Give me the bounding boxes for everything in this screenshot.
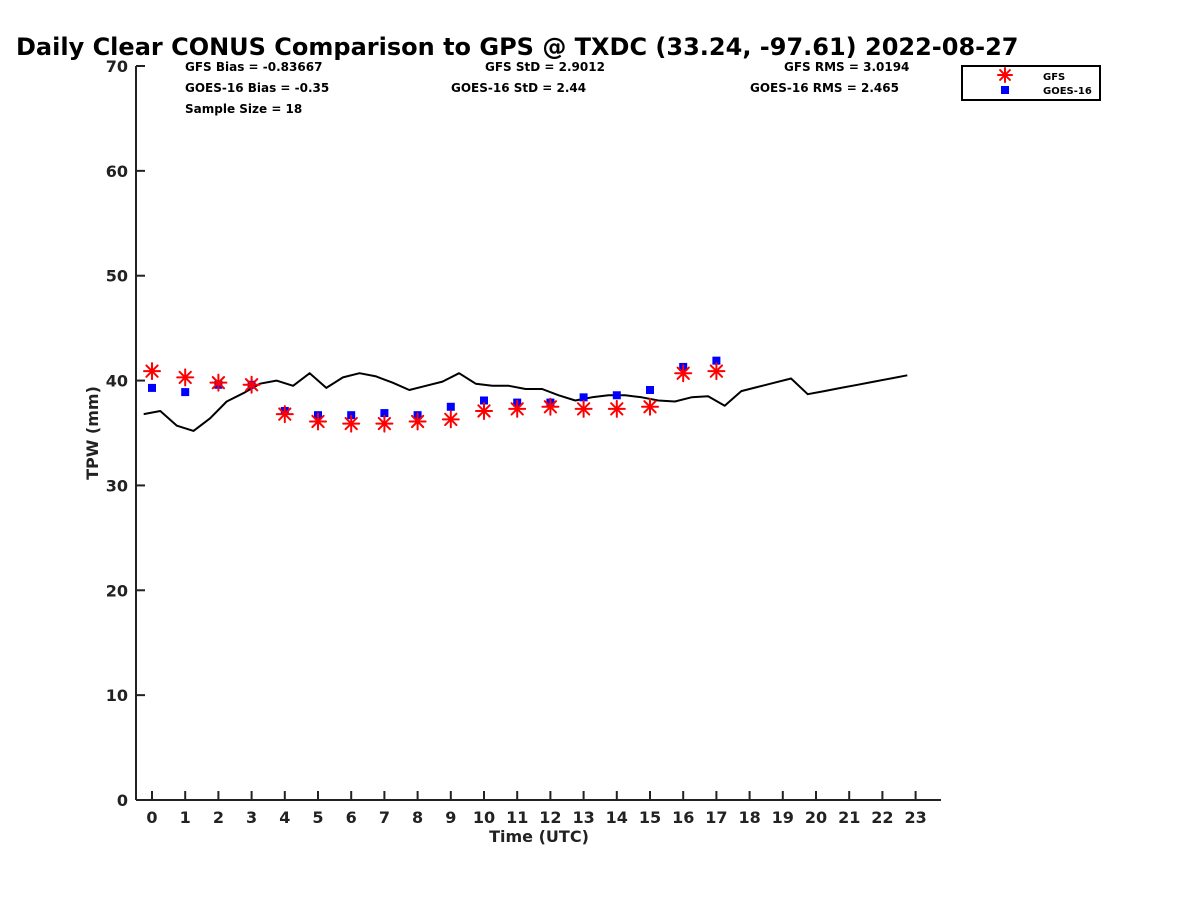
y-axis-label: TPW (mm): [83, 386, 102, 480]
gfs-point: [475, 401, 493, 420]
x-tick-label: 21: [838, 808, 860, 827]
gfs-point: [176, 368, 195, 387]
x-axis-label: Time (UTC): [489, 827, 589, 846]
x-tick-label: 1: [180, 808, 191, 827]
x-tick-label: 7: [379, 808, 390, 827]
gfs-point: [242, 375, 261, 394]
gfs-point: [342, 414, 361, 433]
x-tick-label: 0: [146, 808, 157, 827]
x-tick-label: 13: [572, 808, 594, 827]
gfs-point: [375, 414, 394, 433]
goes-bias-text: GOES-16 Bias = -0.35: [185, 81, 329, 95]
gfs-point: [508, 399, 527, 418]
x-tick-label: 5: [312, 808, 323, 827]
x-tick-label: 9: [445, 808, 456, 827]
y-tick-label: 40: [106, 372, 128, 391]
goes-point: [480, 396, 488, 405]
x-tick-label: 23: [904, 808, 926, 827]
gfs-point: [707, 362, 726, 381]
gfs-point: [607, 399, 626, 418]
x-tick-label: 11: [506, 808, 528, 827]
gfs-point: [143, 362, 161, 381]
x-tick-label: 15: [639, 808, 661, 827]
goes-std-text: GOES-16 StD = 2.44: [451, 81, 586, 95]
sample-size-text: Sample Size = 18: [185, 102, 302, 116]
gfs-point: [275, 405, 294, 424]
goes-point: [712, 356, 721, 365]
x-tick-label: 19: [772, 808, 794, 827]
gfs-rms-text: GFS RMS = 3.0194: [784, 60, 909, 74]
x-tick-label: 10: [473, 808, 495, 827]
gfs-point: [441, 410, 460, 429]
legend-box: [961, 65, 1101, 101]
goes-point: [612, 391, 621, 400]
x-tick-label: 3: [246, 808, 257, 827]
y-tick-label: 60: [106, 162, 128, 181]
x-tick-label: 16: [672, 808, 694, 827]
gps-line: [143, 372, 908, 432]
chart-title: Daily Clear CONUS Comparison to GPS @ TX…: [16, 33, 1019, 61]
goes-point: [579, 393, 588, 402]
legend-gfs-asterisk: [997, 67, 1013, 83]
x-tick-label: 20: [805, 808, 827, 827]
x-tick-label: 12: [539, 808, 561, 827]
legend-gfs-label: GFS: [1043, 72, 1065, 83]
plot-line-group: [143, 372, 908, 432]
goes-rms-text: GOES-16 RMS = 2.465: [750, 81, 899, 95]
x-tick-label: 14: [606, 808, 628, 827]
x-tick-label: 17: [705, 808, 727, 827]
x-tick-label: 2: [213, 808, 224, 827]
goes-point: [148, 383, 156, 392]
legend-goes-label: GOES-16: [1043, 86, 1092, 97]
x-tick-label: 18: [738, 808, 760, 827]
x-tick-label: 6: [346, 808, 357, 827]
goes-point: [181, 388, 190, 397]
gfs-point: [641, 397, 659, 416]
goes-point: [380, 409, 389, 418]
legend-gfs-marker: [997, 67, 1013, 83]
x-tick-label: 22: [871, 808, 893, 827]
goes-points-group: [148, 356, 721, 420]
y-tick-label: 50: [106, 267, 128, 286]
legend-goes-marker: [1001, 86, 1009, 94]
y-tick-label: 10: [106, 686, 128, 705]
gfs-point: [408, 412, 427, 431]
y-tick-label: 20: [106, 581, 128, 600]
gfs-point: [541, 397, 560, 416]
x-tick-label: 8: [412, 808, 423, 827]
x-tick-label: 4: [279, 808, 290, 827]
gfs-point: [209, 373, 228, 392]
goes-point: [646, 386, 654, 395]
gfs-std-text: GFS StD = 2.9012: [485, 60, 605, 74]
legend: GFS GOES-16: [961, 65, 1101, 101]
y-tick-label: 30: [106, 476, 128, 495]
gfs-point: [574, 399, 593, 418]
gfs-points-group: [143, 362, 726, 433]
y-tick-label: 70: [106, 57, 128, 76]
stats-block: GFS Bias = -0.83667 GOES-16 Bias = -0.35…: [185, 60, 909, 116]
gfs-point: [309, 412, 327, 431]
gfs-point: [674, 364, 693, 383]
gfs-bias-text: GFS Bias = -0.83667: [185, 60, 322, 74]
y-tick-label: 0: [117, 791, 128, 810]
goes-point: [446, 402, 455, 411]
